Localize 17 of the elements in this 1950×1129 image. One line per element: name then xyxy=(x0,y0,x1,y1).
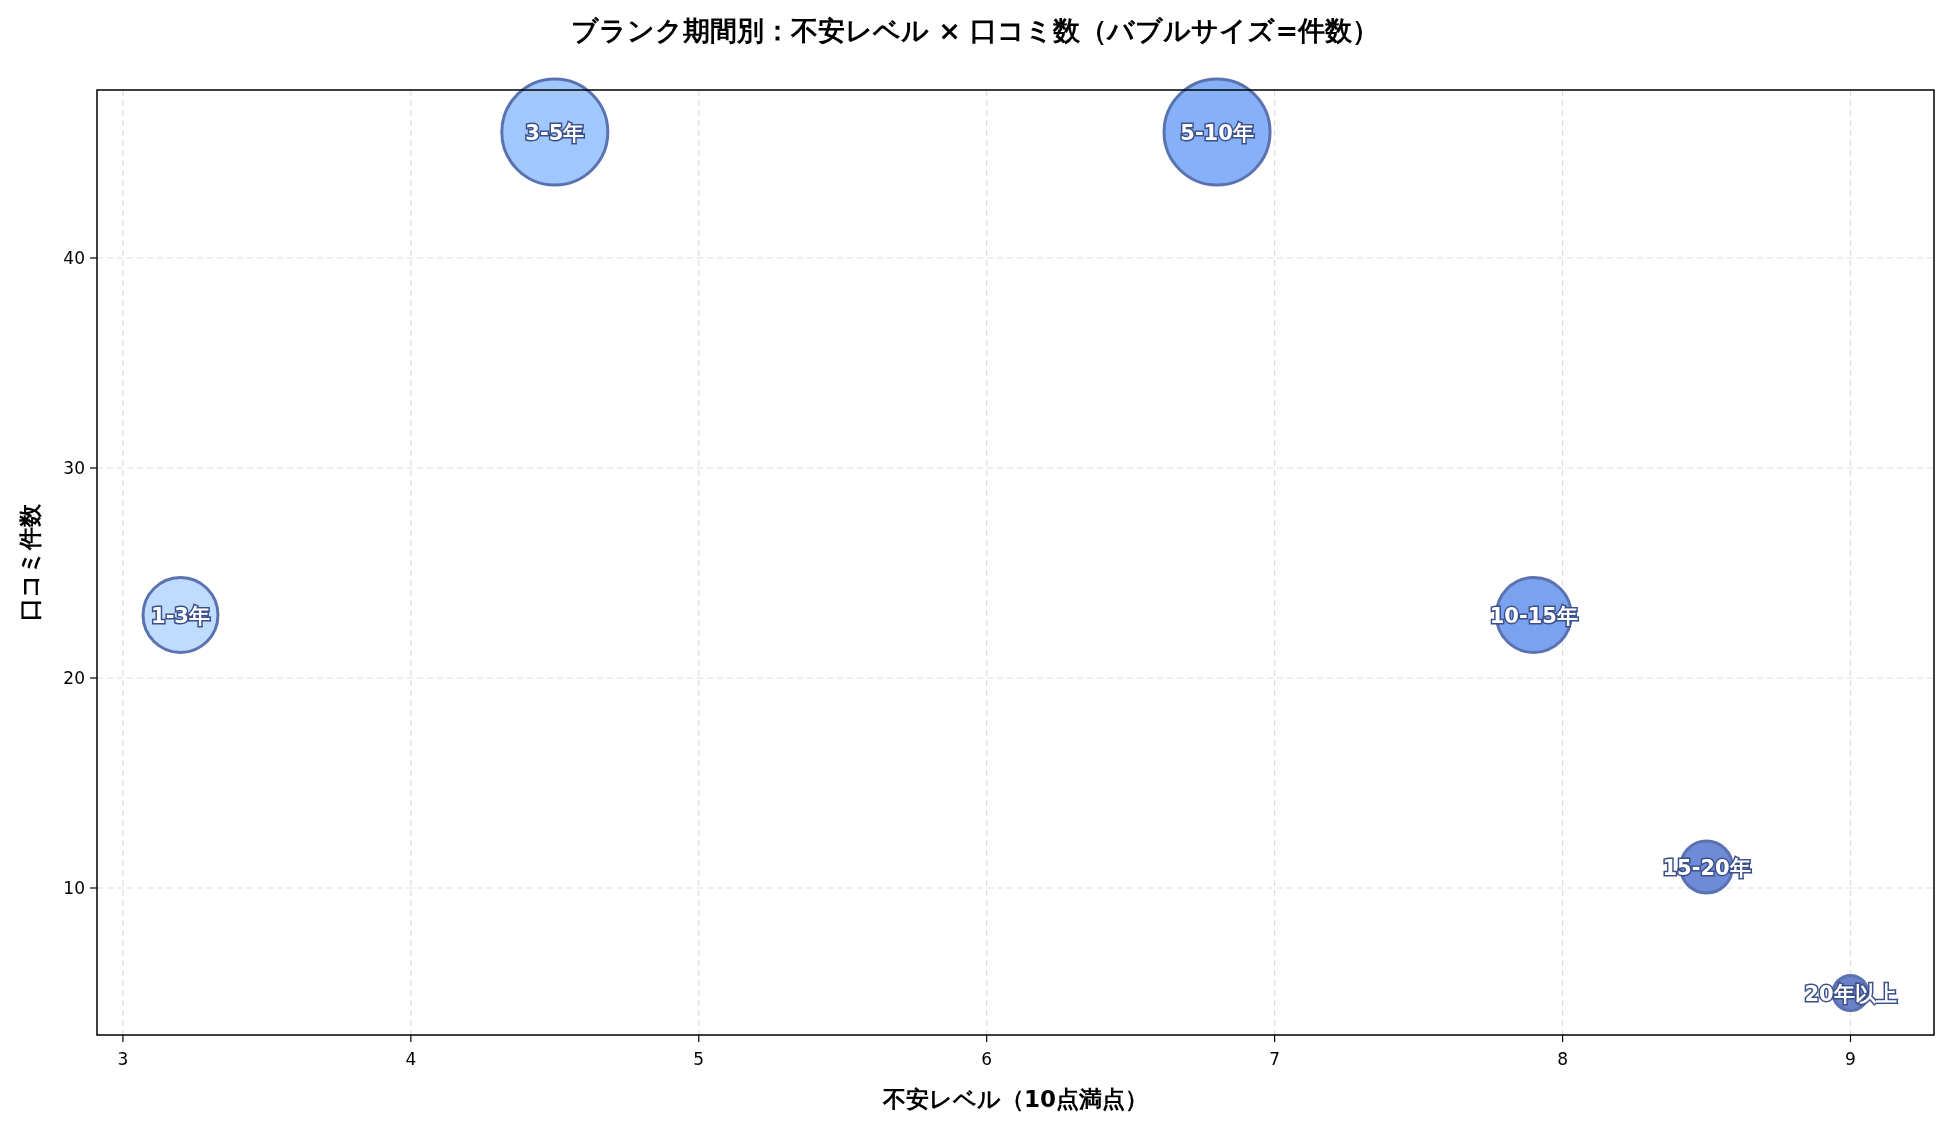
y-tick-label: 30 xyxy=(63,458,85,478)
x-tick-label: 5 xyxy=(693,1049,705,1069)
x-axis-title: 不安レベル（10点満点） xyxy=(881,1086,1149,1112)
x-tick-label: 4 xyxy=(405,1049,417,1069)
y-tick-label: 40 xyxy=(63,248,85,268)
y-tick-label: 10 xyxy=(63,878,85,898)
y-axis-title: 口コミ件数 xyxy=(17,503,43,621)
y-tick-label: 20 xyxy=(63,668,85,688)
x-tick-label: 8 xyxy=(1557,1049,1568,1069)
x-tick-label: 6 xyxy=(981,1049,993,1069)
chart-title: ブランク期間別：不安レベル × 口コミ数（バブルサイズ=件数） xyxy=(570,15,1380,46)
annotation: 3-5年 xyxy=(525,121,585,145)
annotation: 5-10年 xyxy=(1180,121,1254,145)
x-tick-label: 7 xyxy=(1269,1049,1281,1069)
x-tick-label: 9 xyxy=(1845,1049,1856,1069)
annotation: 1-3年 xyxy=(151,604,210,628)
x-tick-label: 3 xyxy=(117,1049,129,1069)
